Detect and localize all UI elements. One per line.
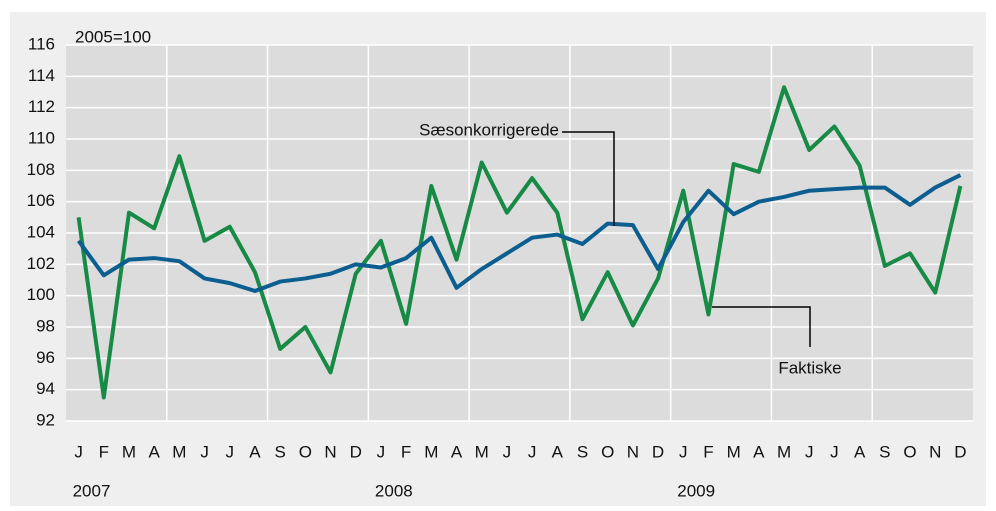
y-tick-label: 112 bbox=[28, 97, 55, 116]
series-line bbox=[76, 173, 962, 293]
y-tick-label: 110 bbox=[28, 128, 55, 147]
grid bbox=[66, 44, 973, 422]
x-tick-label: D bbox=[954, 442, 966, 461]
x-tick-label: O bbox=[299, 442, 312, 461]
x-tick-label: M bbox=[424, 442, 438, 461]
x-tick-label: O bbox=[903, 442, 916, 461]
x-tick-label: J bbox=[528, 442, 537, 461]
unit-label: 2005=100 bbox=[75, 27, 151, 46]
x-tick-label: J bbox=[805, 442, 814, 461]
x-tick-label: A bbox=[854, 442, 866, 461]
y-tick-label: 96 bbox=[36, 348, 55, 367]
y-tick-label: 104 bbox=[27, 222, 55, 241]
y-tick-label: 102 bbox=[27, 254, 55, 273]
y-tick-label: 106 bbox=[27, 191, 55, 210]
x-tick-label: J bbox=[200, 442, 209, 461]
series-annotation: Faktiske bbox=[778, 358, 841, 377]
x-tick-label: M bbox=[122, 442, 136, 461]
x-tick-label: S bbox=[879, 442, 890, 461]
x-tick-label: N bbox=[929, 442, 941, 461]
year-label: 2008 bbox=[375, 481, 413, 500]
x-tick-label: A bbox=[249, 442, 261, 461]
year-label: 2007 bbox=[73, 481, 111, 500]
series-line bbox=[76, 85, 963, 400]
leader-line bbox=[562, 131, 615, 226]
x-tick-label: M bbox=[727, 442, 741, 461]
x-tick-label: F bbox=[703, 442, 713, 461]
x-tick-label: S bbox=[577, 442, 588, 461]
year-label: 2009 bbox=[677, 481, 715, 500]
x-tick-label: J bbox=[226, 442, 235, 461]
x-tick-label: F bbox=[401, 442, 411, 461]
x-tick-label: J bbox=[74, 442, 83, 461]
x-tick-label: J bbox=[830, 442, 839, 461]
y-tick-label: 114 bbox=[28, 66, 55, 85]
x-tick-label: D bbox=[652, 442, 664, 461]
x-tick-label: J bbox=[679, 442, 688, 461]
y-tick-label: 108 bbox=[27, 160, 55, 179]
y-tick-label: 100 bbox=[27, 285, 55, 304]
x-tick-label: A bbox=[753, 442, 765, 461]
x-tick-label: O bbox=[601, 442, 614, 461]
x-tick-label: A bbox=[149, 442, 161, 461]
series-annotation: Sæsonkorrigerede bbox=[419, 120, 559, 139]
y-tick-label: 98 bbox=[36, 316, 55, 335]
x-tick-label: J bbox=[377, 442, 386, 461]
lines bbox=[76, 85, 963, 400]
y-tick-label: 92 bbox=[36, 410, 55, 429]
x-tick-label: N bbox=[627, 442, 639, 461]
x-tick-label: M bbox=[777, 442, 791, 461]
x-tick-label: A bbox=[552, 442, 564, 461]
x-tick-label: A bbox=[451, 442, 463, 461]
x-tick-label: M bbox=[475, 442, 489, 461]
y-tick-label: 94 bbox=[36, 379, 55, 398]
x-tick-label: N bbox=[324, 442, 336, 461]
leader-line bbox=[712, 306, 811, 347]
x-tick-label: D bbox=[350, 442, 362, 461]
x-tick-label: J bbox=[503, 442, 512, 461]
x-tick-label: S bbox=[274, 442, 285, 461]
y-tick-label: 116 bbox=[28, 34, 55, 53]
x-tick-label: F bbox=[99, 442, 109, 461]
x-tick-label: M bbox=[172, 442, 186, 461]
